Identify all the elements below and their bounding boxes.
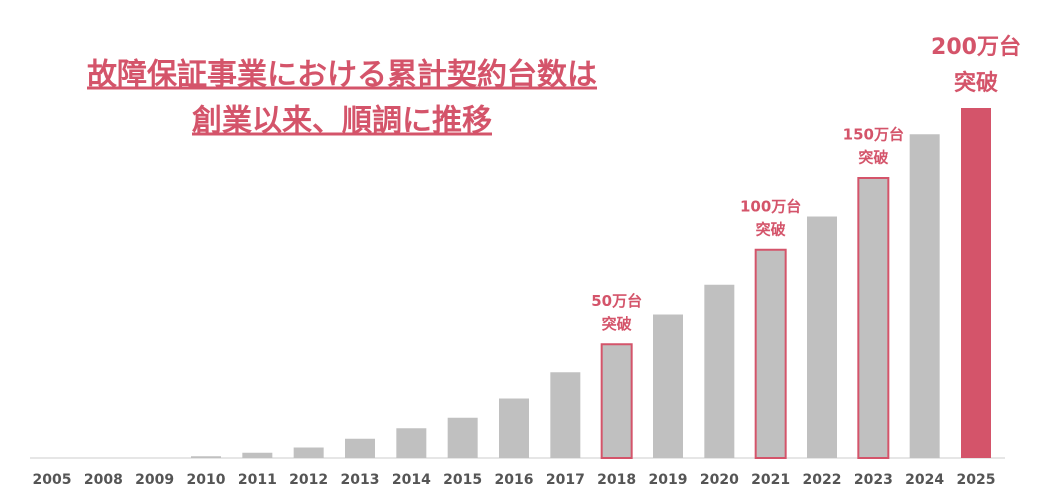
annotation: 突破 [756, 220, 786, 238]
x-tick-label: 2018 [597, 472, 636, 488]
x-tick-label: 2019 [649, 472, 688, 488]
x-tick-label: 2017 [546, 472, 585, 488]
bar [857, 177, 890, 459]
bar [600, 343, 633, 459]
annotation: 突破 [954, 70, 998, 96]
bar [807, 216, 837, 458]
x-tick-label: 2009 [135, 472, 174, 488]
x-tick-label: 2008 [84, 472, 123, 488]
annotation: 突破 [602, 315, 632, 333]
x-tick-label: 2014 [392, 472, 431, 488]
x-tick-label: 2013 [341, 472, 380, 488]
annotation: 突破 [858, 149, 888, 167]
x-tick-label: 2005 [33, 472, 72, 488]
x-tick-label: 2015 [443, 472, 482, 488]
x-tick-label: 2011 [238, 472, 277, 488]
annotation: 50万台 [591, 292, 642, 310]
bar [653, 314, 683, 458]
bar [754, 248, 787, 459]
x-tick-label: 2012 [289, 472, 328, 488]
annotation: 150万台 [843, 126, 904, 144]
annotation: 100万台 [740, 197, 801, 215]
chart-title: 創業以来、順調に推移 [192, 104, 492, 139]
x-tick-label: 2020 [700, 472, 739, 488]
bar [499, 398, 529, 458]
annotation: 200万台 [931, 34, 1021, 60]
x-tick-label: 2025 [957, 472, 996, 488]
bar [550, 372, 581, 458]
x-tick-label: 2023 [854, 472, 893, 488]
chart-title: 故障保証事業における累計契約台数は [87, 58, 597, 93]
bar [396, 428, 427, 458]
bar [242, 452, 273, 458]
bar [293, 447, 324, 458]
bar [447, 417, 478, 458]
bar [704, 284, 735, 458]
bar [191, 456, 221, 458]
x-tick-label: 2016 [495, 472, 534, 488]
bar [909, 134, 940, 458]
bar [345, 438, 375, 458]
x-tick-label: 2010 [187, 472, 226, 488]
x-tick-label: 2024 [905, 472, 944, 488]
x-tick-label: 2022 [803, 472, 842, 488]
x-tick-label: 2021 [751, 472, 790, 488]
bar [961, 108, 991, 458]
